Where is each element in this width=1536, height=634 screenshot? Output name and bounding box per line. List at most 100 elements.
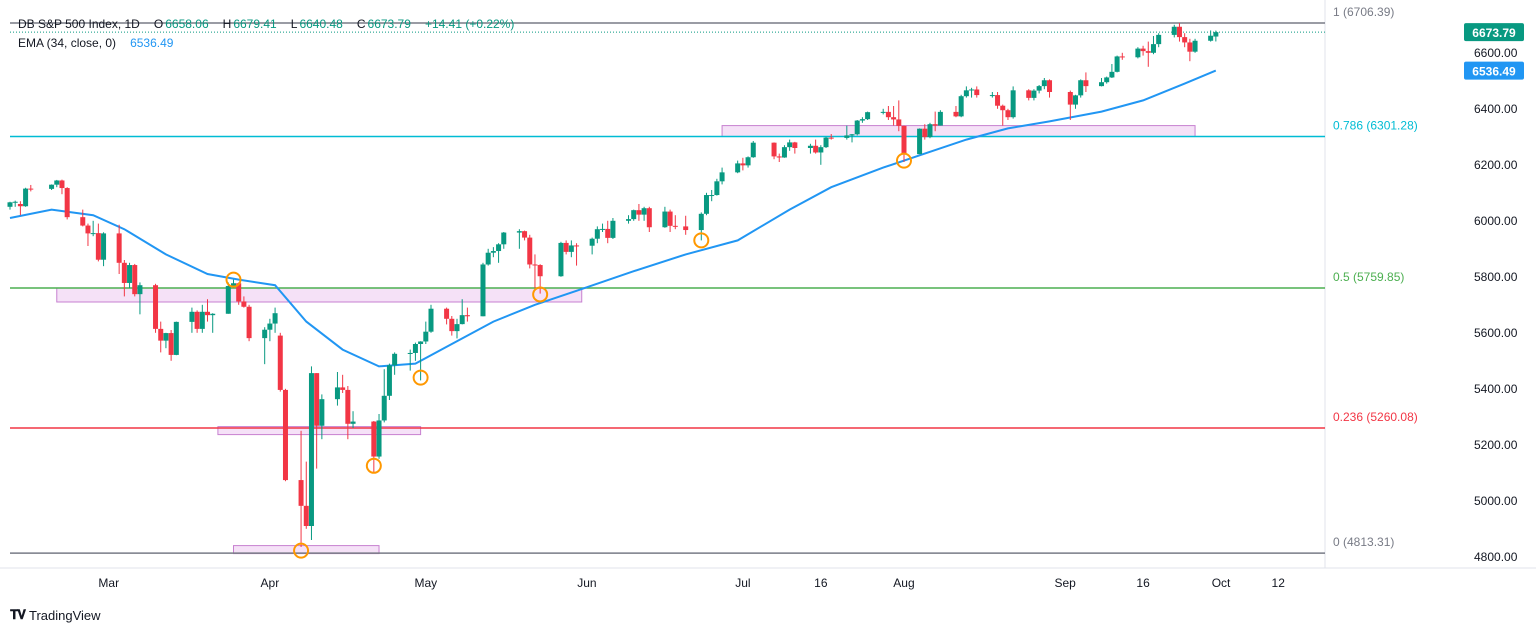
candle-body-46	[345, 389, 351, 424]
y-axis[interactable]: 4800.00 5000.00 5200.00 5400.00 5600.00 5800.…	[1474, 46, 1518, 564]
close-value: 6673.79	[367, 17, 411, 31]
candle-body-18	[137, 285, 143, 295]
candle-body-15	[121, 262, 127, 283]
candle-body-85	[641, 208, 647, 215]
candle-body-84	[636, 210, 642, 215]
candle-body-5	[49, 184, 55, 189]
candle-body-97	[740, 163, 746, 166]
candle-body-49	[376, 420, 382, 457]
candle-body-121	[922, 128, 928, 138]
y-tick-label: 5000.00	[1474, 494, 1518, 508]
candle-body-74	[563, 242, 569, 252]
x-tick-label: 12	[1272, 576, 1286, 590]
candle-body-136	[1031, 90, 1037, 98]
price-tags: 6673.79 6536.49	[1464, 23, 1524, 80]
y-tick-label: 6000.00	[1474, 214, 1518, 228]
candle-body-66	[496, 244, 502, 252]
x-tick-label: Oct	[1212, 576, 1231, 590]
zone-box-3	[721, 125, 1196, 138]
candle-body-99	[750, 142, 756, 158]
ema-line	[9, 69, 1217, 368]
tradingview-brand[interactable]: 𝐓𝐕 TradingView	[10, 608, 101, 623]
fib-label-2: 0.5 (5759.85)	[1333, 270, 1404, 284]
x-axis[interactable]: Mar Apr May Jun Jul 16 Aug Sep 16 Oct 12	[98, 576, 1285, 590]
candle-body-52	[392, 353, 398, 366]
candle-body-106	[813, 145, 819, 153]
brand-name: TradingView	[29, 608, 101, 623]
candle-body-59	[449, 318, 455, 332]
y-tick-label: 5200.00	[1474, 438, 1518, 452]
candle-body-125	[953, 111, 959, 117]
candle-body-88	[667, 211, 673, 226]
pivot-marker-0	[225, 271, 242, 288]
candle-body-63	[480, 264, 486, 317]
open-label: O	[153, 17, 164, 31]
y-tick-label: 5800.00	[1474, 270, 1518, 284]
candle-body-62	[464, 315, 470, 317]
candle-body-126	[958, 96, 964, 117]
close-label: C	[356, 17, 366, 31]
pivot-marker-6	[895, 152, 912, 169]
candle-body-30	[230, 283, 236, 287]
support-resistance-zones	[56, 125, 1196, 555]
candle-body-113	[859, 119, 865, 121]
candle-body-65	[490, 251, 496, 253]
pivot-marker-3	[412, 369, 429, 386]
symbol-title[interactable]: DB S&P 500 Index, 1D	[18, 17, 140, 31]
candle-body-10	[85, 225, 91, 234]
x-tick-label: May	[414, 576, 437, 590]
x-tick-label: Jun	[577, 576, 596, 590]
candle-body-19	[153, 285, 159, 329]
candle-body-134	[1010, 90, 1016, 118]
candle-body-117	[891, 117, 897, 120]
candle-body-13	[101, 233, 107, 260]
candle-body-56	[423, 331, 429, 342]
ema-label: EMA (34, close, 0)	[18, 36, 117, 50]
candle-body-138	[1041, 80, 1047, 87]
pivot-markers	[225, 152, 912, 559]
high-value: 6679.41	[233, 17, 277, 31]
y-tick-label: 5400.00	[1474, 382, 1518, 396]
ohlc-legend: DB S&P 500 Index, 1D O 6658.06 H 6679.41 L…	[18, 17, 516, 31]
candle-body-145	[1104, 77, 1110, 83]
last-price-tag: 6673.79	[1472, 26, 1516, 40]
candle-body-34	[262, 329, 268, 339]
candle-body-116	[885, 111, 891, 118]
low-value: 6640.48	[299, 17, 343, 31]
fibonacci-levels: 1 (6706.39) 0.786 (6301.28) 0.5 (5759.85) 0…	[10, 5, 1418, 554]
x-tick-label: Aug	[893, 576, 914, 590]
candle-body-45	[340, 387, 346, 390]
candle-body-122	[927, 124, 933, 138]
y-tick-label: 5600.00	[1474, 326, 1518, 340]
candle-body-50	[381, 395, 387, 421]
candle-body-91	[698, 213, 704, 231]
candle-body-104	[792, 142, 798, 148]
candle-body-38	[282, 389, 288, 481]
candle-body-94	[714, 181, 720, 196]
candle-body-48	[371, 421, 377, 457]
fib-label-3: 0.236 (5260.08)	[1333, 410, 1418, 424]
candle-body-53	[407, 352, 413, 354]
candle-body-2	[17, 204, 23, 207]
candle-body-79	[600, 228, 606, 230]
candle-body-98	[745, 157, 751, 166]
candle-body-110	[844, 135, 850, 138]
change-value: +14.41 (+0.22%)	[424, 17, 515, 31]
open-value: 6658.06	[165, 17, 209, 31]
candle-body-1	[12, 201, 18, 203]
candle-body-154	[1171, 26, 1177, 35]
ema-price-tag: 6536.49	[1472, 65, 1516, 79]
candle-body-72	[537, 265, 543, 277]
candle-body-111	[849, 134, 855, 136]
x-tick-label: Sep	[1054, 576, 1076, 590]
candle-body-31	[236, 283, 242, 302]
candle-body-58	[444, 308, 450, 319]
candle-body-142	[1078, 80, 1084, 96]
candle-body-83	[631, 210, 637, 220]
candle-body-147	[1114, 56, 1120, 72]
ema-legend[interactable]: EMA (34, close, 0) 6536.49	[18, 36, 175, 50]
candle-body-23	[173, 321, 179, 355]
candle-body-118	[896, 119, 902, 126]
candle-body-102	[781, 147, 787, 158]
